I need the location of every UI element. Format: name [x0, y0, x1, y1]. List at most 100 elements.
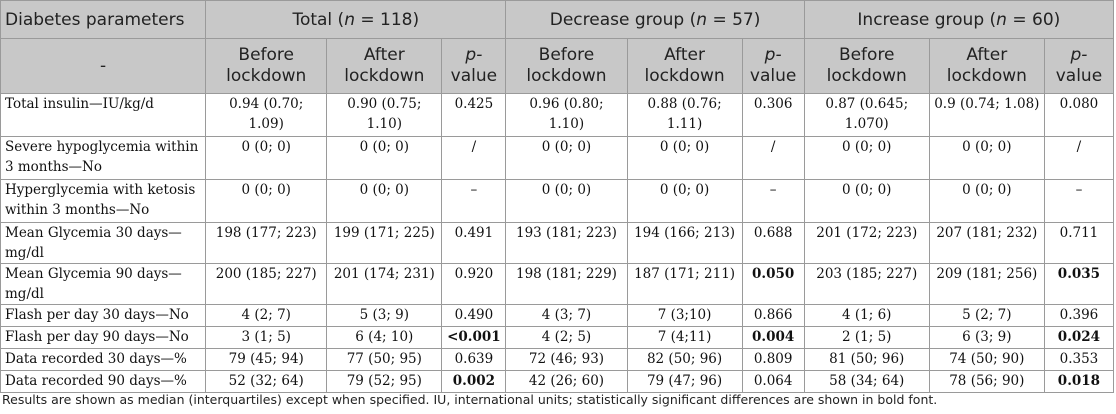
cell-total-after: 0.90 (0.75; 1.10): [326, 93, 443, 137]
table-row: Severe hypoglycemia within 3 months—No 0…: [0, 136, 1115, 180]
cell-total-before: 198 (177; 223): [205, 222, 328, 264]
cell-total-before: 79 (45; 94): [205, 348, 328, 371]
cell-increase-after: 0 (0; 0): [928, 136, 1045, 180]
cell-total-after: 77 (50; 95): [326, 348, 443, 371]
row-label: Flash per day 90 days—No: [0, 326, 207, 349]
cell-total-after: 79 (52; 95): [326, 370, 443, 393]
cell-decrease-pvalue: /: [741, 136, 805, 180]
cell-total-pvalue: <0.001: [441, 326, 507, 349]
cell-decrease-before: 42 (26; 60): [505, 370, 628, 393]
row-label: Severe hypoglycemia within 3 months—No: [0, 136, 207, 180]
cell-decrease-pvalue: 0.688: [741, 222, 805, 264]
cell-total-after: 199 (171; 225): [326, 222, 443, 264]
cell-decrease-after: 0 (0; 0): [626, 179, 743, 223]
cell-increase-pvalue: /: [1043, 136, 1115, 180]
cell-decrease-before: 193 (181; 223): [505, 222, 628, 264]
cell-decrease-after: 194 (166; 213): [626, 222, 743, 264]
header-increase-pvalue: p-value: [1043, 38, 1115, 94]
cell-decrease-before: 0 (0; 0): [505, 136, 628, 180]
table-row: Total insulin—IU/kg/d 0.94 (0.70; 1.09) …: [0, 93, 1115, 137]
header-total: Total (n = 118): [205, 0, 507, 39]
table-row: Mean Glycemia 30 days—mg/dl 198 (177; 22…: [0, 222, 1115, 264]
cell-increase-pvalue: 0.024: [1043, 326, 1115, 349]
cell-increase-before: 2 (1; 5): [803, 326, 930, 349]
cell-total-before: 52 (32; 64): [205, 370, 328, 393]
table-row: Hyperglycemia with ketosis within 3 mont…: [0, 179, 1115, 223]
cell-decrease-before: 72 (46; 93): [505, 348, 628, 371]
row-label: Total insulin—IU/kg/d: [0, 93, 207, 137]
row-label: Flash per day 30 days—No: [0, 304, 207, 327]
table-footnote: Results are shown as median (interquarti…: [2, 392, 938, 407]
cell-total-before: 3 (1; 5): [205, 326, 328, 349]
cell-increase-after: 6 (3; 9): [928, 326, 1045, 349]
cell-total-pvalue: 0.425: [441, 93, 507, 137]
cell-decrease-after: 0 (0; 0): [626, 136, 743, 180]
cell-decrease-before: 198 (181; 229): [505, 263, 628, 305]
cell-increase-after: 74 (50; 90): [928, 348, 1045, 371]
row-label: Mean Glycemia 90 days—mg/dl: [0, 263, 207, 305]
cell-total-before: 0.94 (0.70; 1.09): [205, 93, 328, 137]
cell-increase-before: 201 (172; 223): [803, 222, 930, 264]
header-total-after: After lockdown: [326, 38, 443, 94]
cell-increase-pvalue: 0.396: [1043, 304, 1115, 327]
row-label: Data recorded 30 days—%: [0, 348, 207, 371]
row-label: Mean Glycemia 30 days—mg/dl: [0, 222, 207, 264]
cell-decrease-before: 4 (3; 7): [505, 304, 628, 327]
header-row-subcolumns: - Before lockdown After lockdown p-value B…: [0, 38, 1115, 94]
header-decrease-pvalue: p-value: [741, 38, 805, 94]
cell-decrease-pvalue: 0.809: [741, 348, 805, 371]
header-increase-group: Increase group (n = 60): [803, 0, 1115, 39]
cell-total-after: 5 (3; 9): [326, 304, 443, 327]
cell-increase-pvalue: 0.035: [1043, 263, 1115, 305]
cell-decrease-before: 0 (0; 0): [505, 179, 628, 223]
cell-total-before: 0 (0; 0): [205, 136, 328, 180]
table-row: Data recorded 90 days—% 52 (32; 64) 79 (…: [0, 370, 1115, 393]
cell-decrease-before: 0.96 (0.80; 1.10): [505, 93, 628, 137]
header-diabetes-parameters: Diabetes parameters: [0, 0, 207, 39]
cell-increase-before: 0 (0; 0): [803, 179, 930, 223]
cell-total-pvalue: /: [441, 136, 507, 180]
cell-increase-pvalue: –: [1043, 179, 1115, 223]
cell-increase-pvalue: 0.080: [1043, 93, 1115, 137]
cell-decrease-pvalue: 0.064: [741, 370, 805, 393]
cell-increase-before: 81 (50; 96): [803, 348, 930, 371]
table-row: Data recorded 30 days—% 79 (45; 94) 77 (…: [0, 348, 1115, 371]
cell-decrease-before: 4 (2; 5): [505, 326, 628, 349]
cell-total-pvalue: 0.490: [441, 304, 507, 327]
header-decrease-before: Before lockdown: [505, 38, 628, 94]
cell-increase-pvalue: 0.018: [1043, 370, 1115, 393]
header-increase-after: After lockdown: [928, 38, 1045, 94]
cell-increase-before: 203 (185; 227): [803, 263, 930, 305]
cell-increase-after: 5 (2; 7): [928, 304, 1045, 327]
header-decrease-after: After lockdown: [626, 38, 743, 94]
cell-decrease-pvalue: 0.306: [741, 93, 805, 137]
cell-total-before: 200 (185; 227): [205, 263, 328, 305]
cell-total-after: 0 (0; 0): [326, 179, 443, 223]
header-row-groups: Diabetes parameters Total (n = 118) Decr…: [0, 0, 1115, 39]
cell-decrease-after: 79 (47; 96): [626, 370, 743, 393]
cell-total-pvalue: 0.639: [441, 348, 507, 371]
results-table: Diabetes parameters Total (n = 118) Decr…: [0, 0, 1115, 393]
cell-increase-before: 0 (0; 0): [803, 136, 930, 180]
cell-total-pvalue: 0.920: [441, 263, 507, 305]
cell-decrease-after: 7 (3;10): [626, 304, 743, 327]
cell-increase-after: 0 (0; 0): [928, 179, 1045, 223]
table-row: Mean Glycemia 90 days—mg/dl 200 (185; 22…: [0, 263, 1115, 305]
cell-total-after: 0 (0; 0): [326, 136, 443, 180]
cell-total-before: 0 (0; 0): [205, 179, 328, 223]
row-label: Data recorded 90 days—%: [0, 370, 207, 393]
cell-decrease-pvalue: 0.004: [741, 326, 805, 349]
cell-total-after: 6 (4; 10): [326, 326, 443, 349]
header-decrease-group: Decrease group (n = 57): [505, 0, 805, 39]
cell-increase-after: 207 (181; 232): [928, 222, 1045, 264]
header-dash: -: [0, 38, 207, 94]
cell-decrease-after: 82 (50; 96): [626, 348, 743, 371]
cell-increase-after: 0.9 (0.74; 1.08): [928, 93, 1045, 137]
cell-total-pvalue: 0.491: [441, 222, 507, 264]
cell-increase-pvalue: 0.353: [1043, 348, 1115, 371]
cell-increase-before: 4 (1; 6): [803, 304, 930, 327]
cell-total-before: 4 (2; 7): [205, 304, 328, 327]
cell-decrease-after: 0.88 (0.76; 1.11): [626, 93, 743, 137]
cell-decrease-pvalue: –: [741, 179, 805, 223]
cell-increase-before: 0.87 (0.645; 1.070): [803, 93, 930, 137]
